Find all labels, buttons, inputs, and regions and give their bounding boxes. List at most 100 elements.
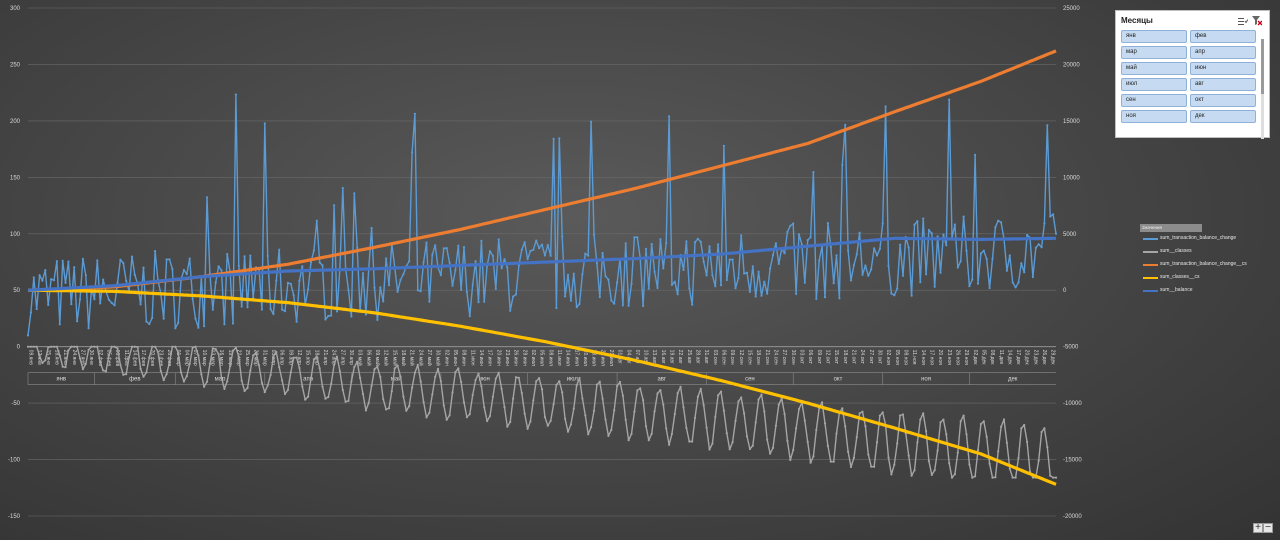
data-point	[309, 377, 313, 380]
data-point	[532, 399, 535, 402]
left-tick-label: -100	[8, 458, 21, 464]
data-point	[151, 316, 154, 319]
data-point	[705, 274, 708, 277]
data-point	[457, 367, 460, 370]
data-point	[523, 412, 526, 415]
legend-item[interactable]: sum_classes__cs	[1140, 271, 1275, 284]
data-point	[997, 450, 1000, 453]
data-point	[844, 425, 847, 428]
data-point	[760, 393, 763, 396]
data-point	[260, 381, 263, 384]
slicer-item-1[interactable]: янв	[1121, 30, 1187, 43]
data-point	[47, 346, 50, 349]
data-point	[174, 345, 177, 348]
data-point	[702, 404, 705, 407]
data-point	[278, 248, 281, 251]
data-point	[84, 362, 87, 365]
multi-select-icon[interactable]	[1238, 17, 1248, 26]
data-point	[878, 247, 882, 251]
slicer-item-4[interactable]: апр	[1190, 46, 1256, 59]
data-point	[630, 282, 633, 286]
slicer-item-5[interactable]: май	[1121, 62, 1187, 75]
data-point	[939, 421, 942, 424]
x-tick-label: 17.ноя	[928, 350, 934, 365]
data-point	[771, 446, 775, 449]
data-point	[693, 416, 697, 419]
data-point	[584, 414, 587, 417]
slicer-item-8[interactable]: авг	[1190, 78, 1256, 91]
data-point	[861, 273, 864, 276]
data-point	[870, 465, 873, 468]
slicer-item-3[interactable]: мар	[1121, 46, 1187, 59]
right-tick-label: -20000	[1063, 514, 1082, 520]
data-point	[774, 424, 778, 427]
legend-item[interactable]: sum__classes	[1140, 245, 1275, 258]
data-point	[61, 259, 64, 262]
clear-filter-icon[interactable]	[1252, 16, 1262, 26]
data-point	[318, 367, 321, 370]
data-point	[662, 403, 665, 406]
data-point	[867, 274, 870, 277]
x-tick-label: 11.дек	[998, 350, 1004, 365]
zoom-out-button[interactable]: −	[1263, 523, 1273, 533]
slicer-item-7[interactable]: июл	[1121, 78, 1187, 91]
slicer-scroll-thumb[interactable]	[1261, 39, 1264, 94]
data-point	[119, 258, 122, 261]
data-point	[373, 286, 376, 289]
slicer-scrollbar[interactable]	[1261, 39, 1264, 139]
x-tick-label: 14.дек	[1006, 350, 1012, 366]
slicer-item-9[interactable]: сен	[1121, 94, 1187, 107]
legend-item[interactable]: sum_transaction_balance_change__cs	[1140, 258, 1275, 271]
x-tick-label: 03.окт	[799, 350, 805, 365]
data-point	[44, 359, 47, 362]
months-slicer[interactable]: Месяцы янв фев мар апр май июн июл авг сен окт ноя…	[1115, 10, 1270, 139]
slicer-item-10[interactable]: окт	[1190, 94, 1256, 107]
zoom-in-button[interactable]: +	[1253, 523, 1263, 533]
data-point	[162, 379, 165, 382]
data-point	[1046, 124, 1049, 127]
data-point	[263, 391, 266, 394]
data-point	[55, 345, 59, 348]
data-point	[425, 416, 428, 419]
x-tick-label: 28.мар	[253, 350, 259, 366]
data-point	[1008, 254, 1011, 257]
legend-item[interactable]: sum__balance	[1140, 284, 1275, 297]
data-point	[982, 249, 985, 252]
data-point	[803, 419, 806, 422]
data-point	[760, 294, 763, 297]
data-point	[428, 300, 431, 303]
data-point	[500, 387, 503, 390]
data-point	[858, 412, 861, 415]
slicer-item-6[interactable]: июн	[1190, 62, 1256, 75]
data-point	[806, 440, 809, 443]
x-tick-label: 12.окт	[824, 350, 830, 365]
data-point	[289, 371, 292, 374]
slicer-item-12[interactable]: дек	[1190, 110, 1256, 123]
data-point	[936, 235, 939, 238]
x-tick-label: 26.июн	[513, 350, 519, 366]
x-tick-label: 05.июл	[539, 350, 545, 366]
data-point	[78, 357, 82, 360]
data-point	[223, 323, 226, 326]
x-tick-label: 14.июн	[478, 350, 484, 366]
data-point	[301, 385, 304, 388]
data-point	[286, 281, 289, 284]
series-line	[27, 236, 1056, 292]
legend-item[interactable]: sum_transaction_balance_change	[1140, 232, 1275, 245]
data-point	[665, 241, 668, 244]
data-point	[962, 215, 965, 218]
x-tick-label: 23.ноя	[946, 350, 952, 365]
slicer-item-2[interactable]: фев	[1190, 30, 1256, 43]
slicer-item-11[interactable]: ноя	[1121, 110, 1187, 123]
data-point	[301, 265, 304, 268]
data-point	[647, 439, 650, 442]
data-point	[64, 281, 67, 284]
data-point	[503, 258, 506, 261]
data-point	[549, 254, 552, 257]
data-point	[743, 272, 746, 275]
data-point	[688, 440, 691, 443]
data-point	[676, 392, 679, 395]
x-tick-label: 14.фев	[131, 350, 137, 367]
data-point	[511, 295, 515, 298]
data-point	[907, 454, 910, 457]
